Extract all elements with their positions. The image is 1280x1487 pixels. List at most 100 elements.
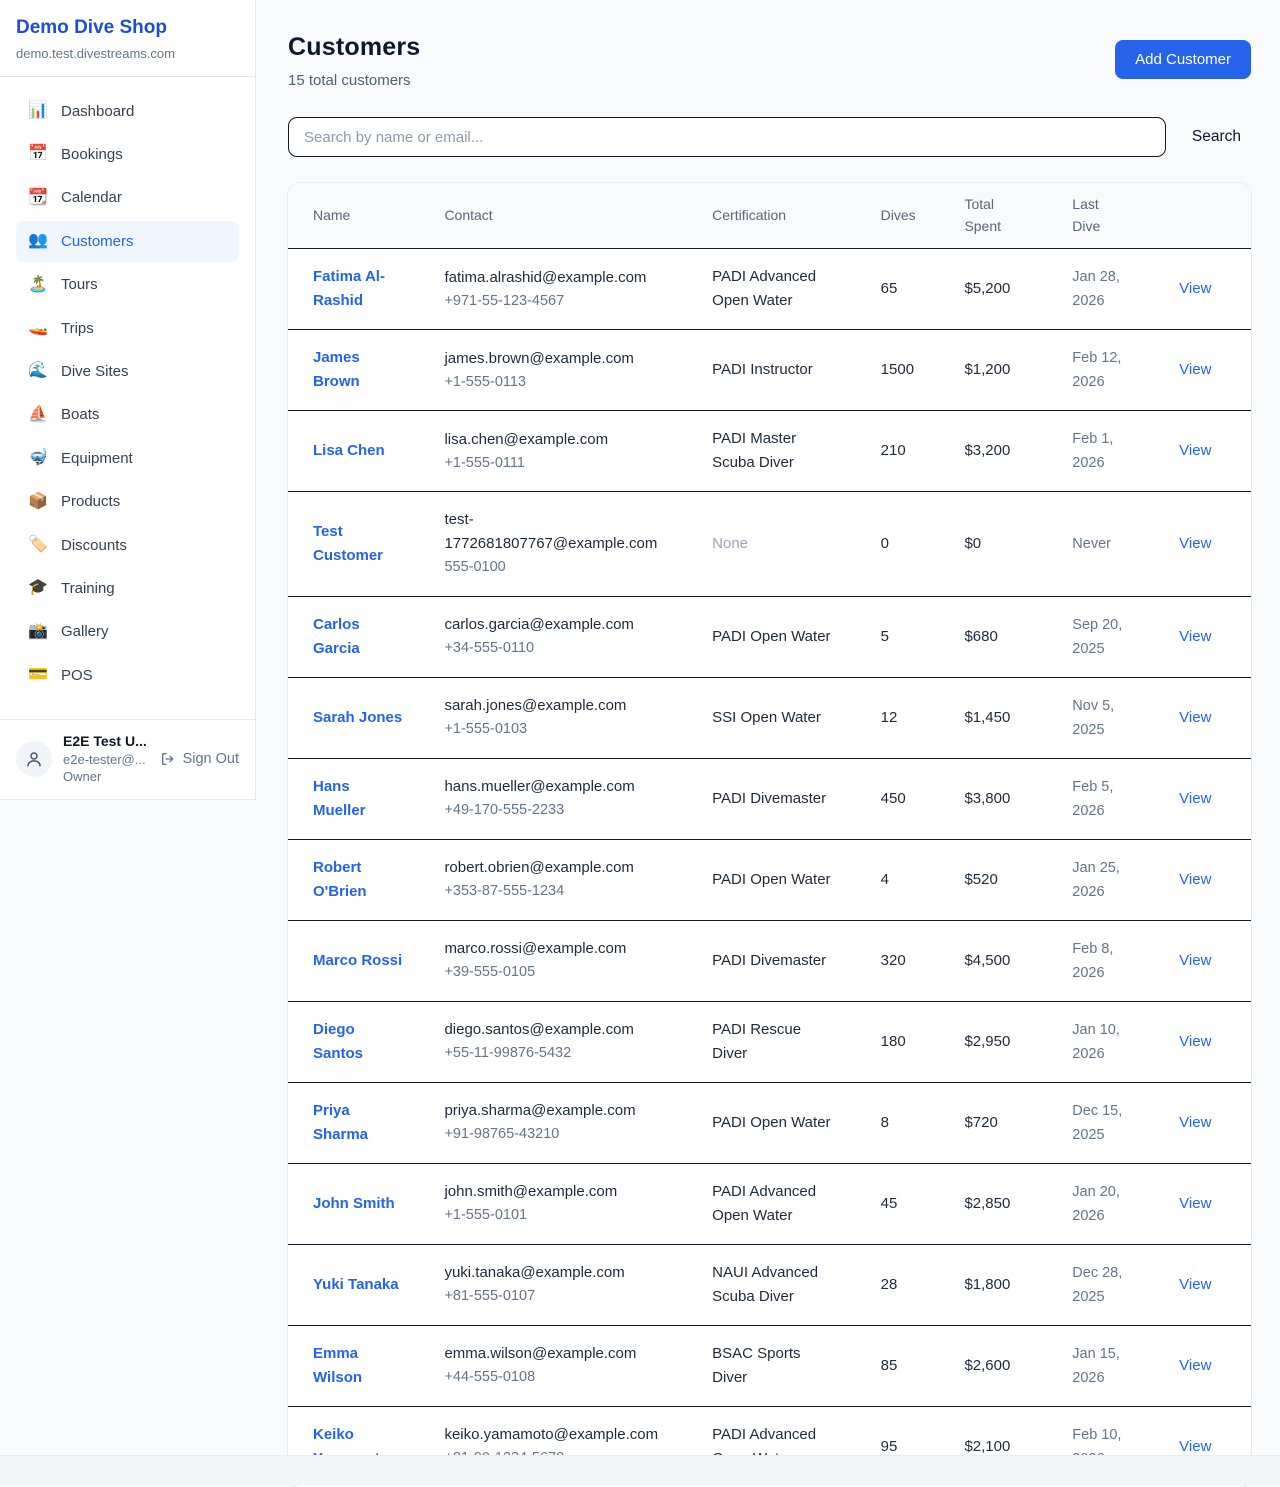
nav-icon: 🤿 (28, 449, 48, 467)
view-link[interactable]: View (1179, 361, 1212, 379)
nav-icon: 🎓 (28, 579, 48, 597)
sidebar-item-dive-sites[interactable]: 🌊 Dive Sites (16, 351, 239, 391)
customer-total-spent: $1,200 (964, 361, 1011, 379)
sidebar-item-boats[interactable]: ⛵ Boats (16, 395, 239, 435)
customer-last-dive: Sep 20, 2025 (1072, 616, 1123, 657)
customer-dives: 210 (880, 442, 906, 460)
view-link[interactable]: View (1179, 442, 1212, 460)
user-icon (27, 752, 41, 767)
sidebar-item-calendar[interactable]: 📆 Calendar (16, 178, 239, 218)
sign-out-button[interactable]: Sign Out (160, 751, 239, 767)
user-section: E2E Test U... e2e-tester@... Owner Sign … (0, 718, 255, 799)
page-bottom-strip (0, 1455, 1280, 1485)
nav-icon: 📆 (28, 188, 48, 206)
view-link[interactable]: View (1179, 1113, 1212, 1131)
customer-name-link[interactable]: Yuki Tanaka (313, 1275, 399, 1293)
customer-name-link[interactable]: Robert O'Brien (313, 858, 367, 900)
add-customer-button[interactable]: Add Customer (1115, 40, 1251, 79)
customer-certification: NAUI Advanced Scuba Diver (712, 1263, 819, 1305)
customer-name-link[interactable]: Priya Sharma (313, 1101, 369, 1143)
sidebar-item-tours[interactable]: 🏝️ Tours (16, 265, 239, 305)
sidebar-item-dashboard[interactable]: 📊 Dashboard (16, 91, 239, 131)
customer-name-link[interactable]: Carlos Garcia (313, 615, 360, 657)
customer-certification: PADI Open Water (712, 1113, 831, 1131)
customer-dives: 450 (880, 789, 906, 807)
view-link[interactable]: View (1179, 280, 1212, 298)
customer-total-spent: $2,950 (964, 1032, 1011, 1050)
customer-last-dive: Jan 15, 2026 (1072, 1345, 1120, 1386)
search-button[interactable]: Search (1166, 128, 1251, 146)
view-link[interactable]: View (1179, 1194, 1212, 1212)
sidebar-item-products[interactable]: 📦 Products (16, 482, 239, 522)
customer-dives: 28 (880, 1275, 898, 1293)
user-role: Owner (63, 769, 102, 785)
view-link[interactable]: View (1179, 534, 1212, 552)
column-header-name: Name (288, 183, 433, 250)
customer-phone: +81-555-0107 (444, 1287, 536, 1304)
customer-total-spent: $2,600 (964, 1356, 1011, 1374)
customer-email: diego.santos@example.com (444, 1020, 634, 1038)
search-row: Search (288, 117, 1251, 157)
customer-certification: PADI Advanced Open Water (712, 268, 817, 310)
customer-phone: +353-87-555-1234 (444, 882, 565, 899)
customer-name-link[interactable]: Test Customer (313, 522, 384, 564)
table-row: James Brown james.brown@example.com +1-5… (288, 329, 1251, 412)
customer-name-link[interactable]: Lisa Chen (313, 442, 385, 460)
customer-name-link[interactable]: James Brown (313, 349, 360, 391)
customer-certification: PADI Advanced Open Water (712, 1182, 817, 1224)
customer-certification: PADI Divemaster (712, 789, 827, 807)
customer-name-link[interactable]: John Smith (313, 1194, 395, 1212)
customer-email: lisa.chen@example.com (444, 430, 609, 448)
nav-label: Gallery (61, 623, 109, 641)
customer-phone: +1-555-0111 (444, 454, 525, 471)
sidebar-item-equipment[interactable]: 🤿 Equipment (16, 438, 239, 478)
nav-label: Customers (61, 232, 134, 250)
table-row: John Smith john.smith@example.com +1-555… (288, 1163, 1251, 1245)
customer-phone: +91-98765-43210 (444, 1125, 560, 1142)
view-link[interactable]: View (1179, 1356, 1212, 1374)
sidebar: Demo Dive Shop demo.test.divestreams.com… (0, 0, 256, 800)
customer-name-link[interactable]: Emma Wilson (313, 1344, 363, 1386)
search-input[interactable] (288, 117, 1166, 157)
brand-name[interactable]: Demo Dive Shop (16, 17, 167, 38)
customer-phone: 555-0100 (444, 559, 506, 576)
sidebar-item-gallery[interactable]: 📸 Gallery (16, 612, 239, 652)
customer-name-link[interactable]: Sarah Jones (313, 708, 403, 726)
customer-last-dive: Dec 15, 2025 (1072, 1102, 1123, 1143)
customer-last-dive: Jan 20, 2026 (1072, 1183, 1120, 1224)
view-link[interactable]: View (1179, 627, 1212, 645)
nav-label: Dive Sites (61, 363, 129, 381)
customer-dives: 8 (880, 1113, 890, 1131)
sidebar-item-training[interactable]: 🎓 Training (16, 568, 239, 608)
main-content: Customers 15 total customers Add Custome… (256, 0, 1280, 1487)
nav-label: Equipment (61, 449, 133, 467)
view-link[interactable]: View (1179, 789, 1212, 807)
customer-dives: 65 (880, 280, 898, 298)
table-row: Yuki Tanaka yuki.tanaka@example.com +81-… (288, 1244, 1251, 1326)
view-link[interactable]: View (1179, 1437, 1212, 1455)
view-link[interactable]: View (1179, 1032, 1212, 1050)
view-link[interactable]: View (1179, 951, 1212, 969)
customer-total-spent: $2,850 (964, 1194, 1011, 1212)
customer-name-link[interactable]: Marco Rossi (313, 951, 403, 969)
sidebar-item-discounts[interactable]: 🏷️ Discounts (16, 525, 239, 565)
view-link[interactable]: View (1179, 1275, 1212, 1293)
view-link[interactable]: View (1179, 870, 1212, 888)
nav-icon: 📊 (28, 102, 48, 119)
table-row: Fatima Al- Rashid fatima.alrashid@exampl… (288, 248, 1251, 331)
customer-name-link[interactable]: Hans Mueller (313, 777, 366, 819)
table-row: Sarah Jones sarah.jones@example.com +1-5… (288, 677, 1251, 759)
view-link[interactable]: View (1179, 708, 1212, 726)
customer-phone: +55-11-99876-5432 (444, 1044, 572, 1061)
sidebar-item-bookings[interactable]: 📅 Bookings (16, 134, 239, 174)
nav-label: Dashboard (61, 102, 135, 120)
customer-last-dive: Feb 8, 2026 (1072, 940, 1114, 981)
customer-last-dive: Nov 5, 2025 (1072, 697, 1115, 738)
customer-name-link[interactable]: Fatima Al- Rashid (313, 268, 385, 310)
customer-name-link[interactable]: Diego Santos (313, 1020, 364, 1062)
customer-total-spent: $3,800 (964, 789, 1011, 807)
sidebar-item-customers[interactable]: 👥 Customers (16, 221, 239, 262)
sidebar-item-trips[interactable]: 🚤 Trips (16, 308, 239, 348)
sidebar-item-pos[interactable]: 💳 POS (16, 655, 239, 695)
customer-total-spent: $520 (964, 870, 998, 888)
